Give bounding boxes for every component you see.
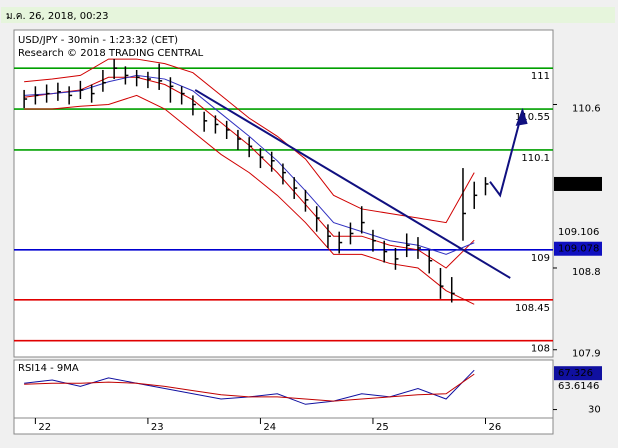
chart-title: USD/JPY - 30min - 1:23:32 (CET) <box>18 35 178 46</box>
x-tick-label: 25 <box>376 422 389 433</box>
rsi-panel <box>13 359 554 419</box>
chart-subtitle: Research © 2018 TRADING CENTRAL <box>18 48 204 59</box>
value-tag-label: 67.326 <box>558 368 593 379</box>
value-tag-label: 109.725 <box>558 179 599 190</box>
indicator-line <box>24 74 475 255</box>
indicator-line <box>24 94 475 305</box>
level-label: 108 <box>531 344 550 355</box>
header-bar <box>1 7 615 23</box>
x-tick-label: 22 <box>38 422 51 433</box>
value-tag <box>554 241 602 256</box>
level-label: 110.55 <box>515 112 550 123</box>
indicator-line <box>24 58 475 224</box>
y-tick-label: 108.8 <box>572 267 601 278</box>
x-tick-label: 26 <box>488 422 501 433</box>
value-tag-label: 63.6146 <box>558 381 599 392</box>
level-label: 111 <box>531 71 550 82</box>
level-label: 108.45 <box>515 303 550 314</box>
value-tag <box>554 366 602 381</box>
forecast-arrow <box>489 109 524 198</box>
time-axis <box>13 417 554 435</box>
value-tag <box>554 176 602 191</box>
level-label: 109 <box>531 253 550 264</box>
rsi-y-tick-label: 30 <box>588 405 601 416</box>
level-label: 110.1 <box>521 153 550 164</box>
timestamp: ม.ค. 26, 2018, 00:23 <box>6 11 109 22</box>
arrow-head <box>515 107 528 126</box>
price-panel <box>13 29 554 358</box>
value-tag-label: 109.078 <box>558 244 599 255</box>
value-tag-label: 109.106 <box>558 227 599 238</box>
y-tick-label: 110.6 <box>572 103 601 114</box>
x-tick-label: 23 <box>151 422 164 433</box>
x-tick-label: 24 <box>263 422 276 433</box>
rsi-line <box>24 373 475 402</box>
rsi-title: RSI14 - 9MA <box>18 363 79 374</box>
trendline <box>194 89 511 279</box>
y-tick-label: 107.9 <box>572 349 601 360</box>
